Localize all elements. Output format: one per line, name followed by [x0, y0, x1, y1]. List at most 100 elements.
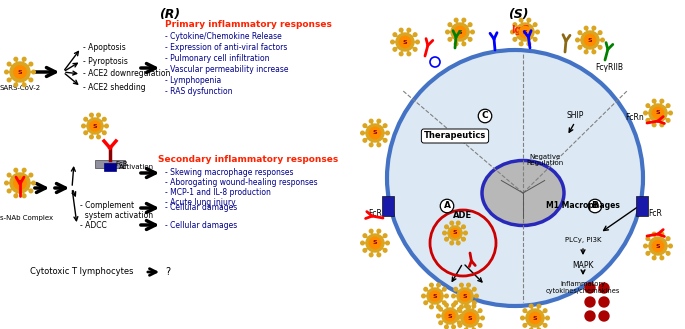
Text: S: S: [656, 111, 660, 115]
Text: C: C: [482, 112, 488, 120]
Circle shape: [584, 26, 588, 30]
Circle shape: [448, 226, 462, 240]
Text: S: S: [433, 293, 437, 298]
Circle shape: [466, 283, 471, 287]
Circle shape: [667, 237, 670, 240]
Circle shape: [481, 316, 484, 320]
Circle shape: [29, 62, 33, 66]
Text: S: S: [533, 316, 537, 320]
Circle shape: [445, 237, 448, 241]
Text: - Aborogating wound-healing responses: - Aborogating wound-healing responses: [165, 178, 318, 187]
Circle shape: [585, 311, 595, 321]
Circle shape: [667, 104, 670, 108]
Circle shape: [527, 42, 531, 46]
Text: S: S: [18, 181, 23, 186]
Circle shape: [536, 30, 539, 34]
Circle shape: [448, 38, 451, 41]
Circle shape: [369, 229, 373, 233]
Text: S: S: [588, 38, 593, 42]
Circle shape: [660, 123, 664, 127]
Text: PLCy, PI3K: PLCy, PI3K: [564, 237, 601, 243]
Circle shape: [448, 23, 451, 26]
Text: S: S: [453, 231, 458, 236]
Circle shape: [443, 288, 446, 291]
Circle shape: [456, 241, 460, 245]
Circle shape: [87, 118, 103, 134]
Circle shape: [377, 253, 381, 257]
Circle shape: [369, 127, 381, 139]
Circle shape: [534, 23, 537, 26]
Circle shape: [599, 311, 609, 321]
Circle shape: [649, 237, 667, 255]
Text: Negative
Regulation: Negative Regulation: [526, 154, 564, 166]
Circle shape: [429, 283, 433, 287]
Circle shape: [530, 313, 540, 324]
Circle shape: [437, 305, 440, 309]
Circle shape: [14, 66, 26, 78]
Text: - Cytokine/Chemokine Release: - Cytokine/Chemokine Release: [165, 32, 282, 41]
Circle shape: [445, 311, 455, 321]
Circle shape: [667, 118, 670, 122]
Circle shape: [377, 119, 381, 123]
Text: M1 Macrophages: M1 Macrophages: [546, 201, 620, 211]
Circle shape: [105, 124, 108, 128]
Circle shape: [384, 139, 387, 142]
Circle shape: [460, 283, 463, 287]
Circle shape: [454, 288, 458, 291]
Text: Primary inflammatory responses: Primary inflammatory responses: [164, 20, 332, 29]
Circle shape: [457, 288, 473, 304]
Circle shape: [458, 323, 462, 327]
Ellipse shape: [482, 161, 564, 225]
Circle shape: [466, 305, 471, 309]
Text: S: S: [373, 131, 377, 136]
Text: Secondary inflammatory responses: Secondary inflammatory responses: [158, 155, 338, 164]
Circle shape: [652, 256, 656, 260]
Circle shape: [652, 240, 664, 252]
Circle shape: [652, 99, 656, 103]
Circle shape: [14, 57, 18, 61]
Text: - Cellular damages: - Cellular damages: [165, 220, 237, 230]
Circle shape: [445, 225, 448, 229]
Circle shape: [361, 131, 364, 135]
Circle shape: [23, 83, 26, 87]
Circle shape: [443, 301, 446, 305]
Circle shape: [393, 33, 397, 37]
FancyBboxPatch shape: [95, 160, 125, 168]
Text: - Pulmonary cell infiltration: - Pulmonary cell infiltration: [165, 54, 269, 63]
Text: - ADCC: - ADCC: [80, 220, 107, 230]
Text: FcγRIIB: FcγRIIB: [595, 63, 623, 72]
Circle shape: [473, 301, 476, 305]
Circle shape: [652, 232, 656, 236]
Circle shape: [598, 45, 602, 49]
Circle shape: [456, 221, 460, 225]
Text: - ACE2 shedding: - ACE2 shedding: [83, 83, 146, 91]
Text: SHIP: SHIP: [566, 112, 584, 120]
Circle shape: [413, 33, 417, 37]
Text: Activation: Activation: [119, 164, 154, 170]
Circle shape: [464, 304, 468, 308]
Circle shape: [451, 229, 460, 237]
Circle shape: [399, 28, 403, 32]
Circle shape: [537, 328, 540, 329]
Circle shape: [387, 50, 643, 306]
Text: FcR: FcR: [648, 209, 662, 217]
Circle shape: [652, 123, 656, 127]
Text: S: S: [656, 243, 660, 248]
Text: - Apoptosis: - Apoptosis: [83, 43, 126, 53]
Circle shape: [669, 244, 672, 248]
Text: Therapeutics: Therapeutics: [424, 132, 486, 140]
Circle shape: [519, 18, 523, 22]
Circle shape: [660, 99, 664, 103]
Circle shape: [384, 124, 387, 127]
FancyBboxPatch shape: [382, 196, 394, 216]
Text: ADE: ADE: [453, 212, 473, 220]
Circle shape: [23, 168, 26, 172]
Circle shape: [575, 38, 580, 42]
Circle shape: [451, 294, 456, 298]
Circle shape: [8, 189, 11, 193]
Circle shape: [84, 131, 88, 135]
Circle shape: [384, 234, 387, 238]
Circle shape: [90, 121, 100, 131]
Circle shape: [601, 38, 604, 42]
Circle shape: [584, 50, 588, 54]
